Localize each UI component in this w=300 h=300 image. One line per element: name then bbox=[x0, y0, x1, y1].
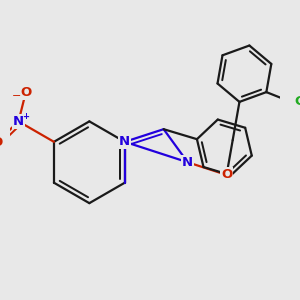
Text: N: N bbox=[13, 115, 24, 128]
Text: O: O bbox=[221, 168, 232, 182]
Text: N: N bbox=[182, 156, 193, 169]
Text: Cl: Cl bbox=[295, 95, 300, 108]
Text: N: N bbox=[119, 135, 130, 148]
Text: −: − bbox=[12, 91, 21, 101]
Text: O: O bbox=[0, 136, 3, 148]
Text: O: O bbox=[20, 86, 32, 99]
Text: +: + bbox=[22, 112, 29, 121]
